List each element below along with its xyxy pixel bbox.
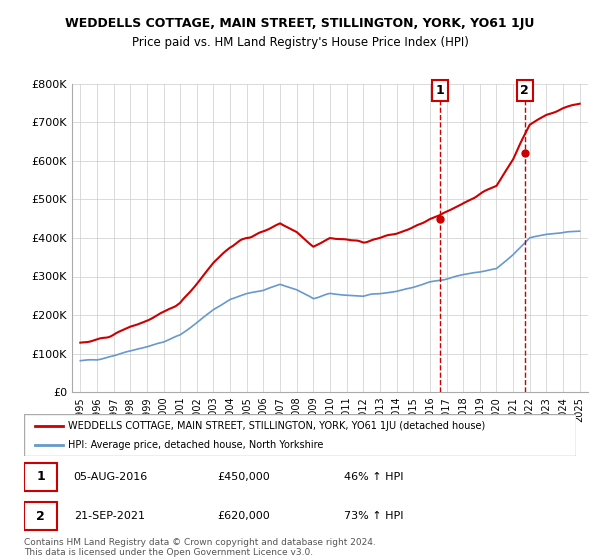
Text: 2: 2 [520, 84, 529, 97]
Text: 73% ↑ HPI: 73% ↑ HPI [344, 511, 404, 521]
Text: 05-AUG-2016: 05-AUG-2016 [74, 472, 148, 482]
Text: 1: 1 [436, 84, 444, 97]
Text: 46% ↑ HPI: 46% ↑ HPI [344, 472, 404, 482]
Text: 21-SEP-2021: 21-SEP-2021 [74, 511, 145, 521]
Text: Price paid vs. HM Land Registry's House Price Index (HPI): Price paid vs. HM Land Registry's House … [131, 36, 469, 49]
Text: Contains HM Land Registry data © Crown copyright and database right 2024.
This d: Contains HM Land Registry data © Crown c… [24, 538, 376, 557]
Text: HPI: Average price, detached house, North Yorkshire: HPI: Average price, detached house, Nort… [68, 440, 323, 450]
FancyBboxPatch shape [24, 502, 57, 530]
Text: 1: 1 [36, 470, 45, 483]
Text: £620,000: £620,000 [217, 511, 270, 521]
Text: WEDDELLS COTTAGE, MAIN STREET, STILLINGTON, YORK, YO61 1JU (detached house): WEDDELLS COTTAGE, MAIN STREET, STILLINGT… [68, 421, 485, 431]
FancyBboxPatch shape [24, 463, 57, 491]
FancyBboxPatch shape [24, 414, 576, 456]
Text: 2: 2 [36, 510, 45, 522]
Text: £450,000: £450,000 [217, 472, 270, 482]
Text: WEDDELLS COTTAGE, MAIN STREET, STILLINGTON, YORK, YO61 1JU: WEDDELLS COTTAGE, MAIN STREET, STILLINGT… [65, 17, 535, 30]
